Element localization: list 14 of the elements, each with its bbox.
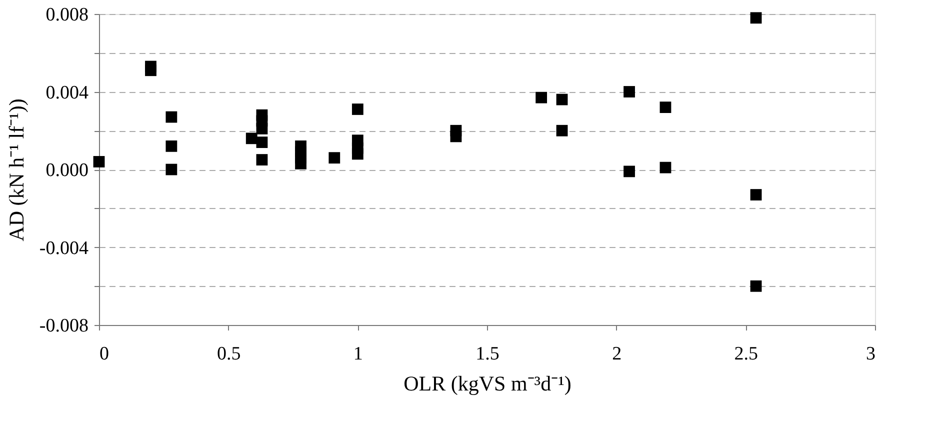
x-tick-label: 2 bbox=[612, 344, 622, 364]
x-tick-label: 0 bbox=[100, 344, 109, 364]
x-tick-label: 3 bbox=[866, 344, 876, 364]
y-tick-label: 0.000 bbox=[46, 160, 88, 181]
y-tick-label: 0.008 bbox=[46, 4, 88, 26]
x-axis-title: OLR (kgVS m⁻³d⁻¹) bbox=[404, 372, 572, 396]
y-tick-label: 0.004 bbox=[46, 82, 89, 104]
y-axis-title: AD (kN h⁻¹ lf⁻¹)) bbox=[4, 98, 28, 242]
x-tick-label: 0.5 bbox=[216, 344, 241, 364]
x-tick-label: 1.5 bbox=[476, 344, 500, 364]
y-tick-label: -0.004 bbox=[39, 238, 89, 259]
y-tick-label: -0.008 bbox=[39, 316, 88, 336]
x-tick-label: 1 bbox=[353, 344, 363, 364]
x-tick-label: 2.5 bbox=[734, 344, 758, 364]
